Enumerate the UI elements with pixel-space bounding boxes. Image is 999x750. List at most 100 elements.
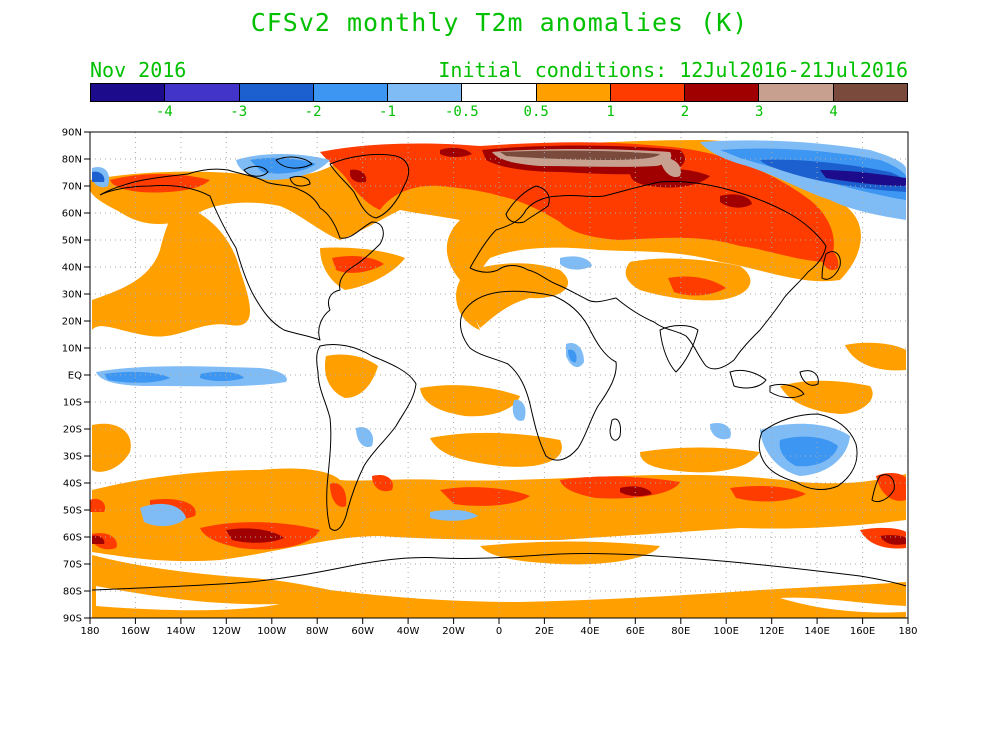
legend-swatch (388, 84, 463, 101)
anomaly-region (320, 142, 834, 262)
longitude-label: 140W (166, 626, 195, 637)
latitude-label: 10N (62, 344, 82, 355)
latitude-label: 70S (63, 560, 82, 571)
coastlines (91, 153, 907, 591)
longitude-label: 180 (898, 626, 917, 637)
japan-coast (821, 251, 841, 280)
anomaly-region (779, 436, 838, 467)
anomaly-region (845, 342, 906, 371)
longitude-label: 120W (212, 626, 241, 637)
longitude-label: 160W (121, 626, 150, 637)
madagascar-coast (609, 418, 621, 441)
latitude-label: 30N (62, 290, 82, 301)
legend-swatch (239, 84, 314, 101)
longitude-labels: 180 160W 140W 120W 100W 80W 60W 40W 20W 0 20E 40E 60… (80, 626, 917, 637)
south-america-coast (316, 343, 417, 531)
longitude-label: 80E (671, 626, 690, 637)
longitude-label: 160E (850, 626, 875, 637)
latitude-label: 10S (63, 398, 82, 409)
anomaly-region (668, 276, 726, 296)
new-zealand-coast (871, 474, 895, 503)
anomaly-layer-warm-4 (482, 145, 685, 178)
longitude-label: 40W (397, 626, 420, 637)
legend-swatch (536, 84, 611, 101)
anomaly-region (92, 205, 250, 337)
anomaly-region (640, 447, 760, 473)
latitude-label: 20N (62, 317, 82, 328)
anomaly-layer-warm-2 (90, 142, 906, 550)
anomaly-region (420, 385, 520, 417)
greenland-coast (329, 153, 410, 219)
india-coast (659, 325, 699, 373)
anomaly-region (780, 380, 873, 414)
longitude-label: 180 (80, 626, 99, 637)
anomaly-region (780, 597, 906, 613)
legend-swatch (462, 84, 537, 101)
anomaly-region (730, 486, 806, 502)
color-legend (90, 83, 908, 102)
anomaly-region (568, 349, 577, 363)
legend-label: 4 (829, 104, 838, 120)
anomaly-region (430, 509, 478, 521)
anomaly-region (720, 194, 752, 208)
latitude-label: 30S (63, 452, 82, 463)
legend-label: -3 (230, 104, 248, 120)
latitude-label: 50N (62, 236, 82, 247)
longitude-label: 40E (580, 626, 599, 637)
longitude-label: 80W (306, 626, 329, 637)
legend-swatch (91, 84, 166, 101)
anomaly-region (660, 157, 681, 178)
anomaly-region (560, 256, 592, 270)
latitude-label: 60N (62, 209, 82, 220)
latitude-labels: 90N 80N 70N 60N 50N 40N 30N 20N 10N EQ 10S 20S 30S 40… (62, 128, 82, 625)
map-area (90, 132, 908, 618)
legend-label: 1 (606, 104, 615, 120)
latitude-label: 80N (62, 155, 82, 166)
anomaly-region (324, 354, 378, 398)
legend-swatch (610, 84, 686, 101)
anomaly-region (620, 486, 652, 497)
longitude-label: 0 (496, 626, 502, 637)
anomaly-region (440, 147, 472, 157)
europe-asia-coast (469, 181, 827, 370)
anomaly-region (512, 399, 526, 421)
anomaly-region (468, 263, 569, 328)
legend-label: 3 (755, 104, 764, 120)
latitude-label: 80S (63, 587, 82, 598)
anomaly-region (356, 427, 374, 448)
legend-label: -1 (379, 104, 396, 120)
southeast-asia-islands (729, 369, 819, 399)
anomaly-region (880, 535, 906, 545)
anomaly-region (480, 541, 660, 565)
longitude-label: 20W (442, 626, 465, 637)
anomaly-region (140, 503, 186, 527)
anomaly-region (876, 472, 906, 501)
scandinavia-coast (505, 185, 550, 224)
africa-coast (459, 290, 617, 461)
anomaly-region (500, 150, 660, 160)
anomaly-region (92, 171, 105, 182)
north-america-coast (99, 168, 384, 341)
legend-swatch (833, 84, 907, 101)
anomaly-region (92, 535, 105, 544)
legend-label: -2 (304, 104, 322, 120)
longitude-label: 20E (535, 626, 554, 637)
anomaly-region (820, 249, 839, 270)
anomaly-region (430, 432, 562, 467)
latitude-label: EQ (68, 371, 82, 382)
forecast-month: Nov 2016 (90, 58, 187, 82)
anomaly-region (332, 256, 384, 273)
longitude-label: 100W (257, 626, 286, 637)
map-title: CFSv2 monthly T2m anomalies (K) (250, 8, 749, 37)
legend-label: -4 (155, 104, 173, 120)
anomaly-region (92, 555, 906, 618)
latitude-label: 90N (62, 128, 82, 139)
latitude-label: 20S (63, 425, 82, 436)
legend-swatch (759, 84, 834, 101)
australia-coast (758, 413, 858, 490)
anomaly-region (372, 474, 393, 492)
anomaly-region (92, 423, 131, 472)
initial-conditions: Initial conditions: 12Jul2016-21Jul2016 (438, 58, 908, 82)
anomaly-region (226, 528, 284, 543)
